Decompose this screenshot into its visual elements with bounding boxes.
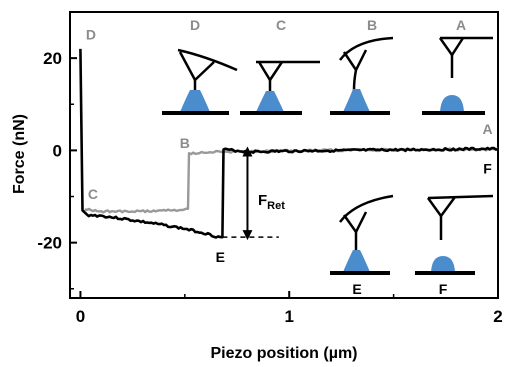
- curve-point-label-f: F: [483, 160, 492, 176]
- inset-cantilever-e: [330, 194, 394, 275]
- force-retract-label: FRet: [258, 192, 285, 212]
- inset-cantilever-d: [162, 48, 238, 115]
- series-line-approach: [84, 147, 499, 214]
- series-layer: [79, 48, 499, 239]
- annotation-layer: [222, 146, 279, 241]
- curve-point-label-e: E: [216, 249, 225, 265]
- x-tick-label: 0: [76, 307, 85, 326]
- y-axis-title: Force (nN): [11, 114, 28, 194]
- x-tick-label: 1: [284, 307, 293, 326]
- y-tick-label: -20: [37, 234, 62, 253]
- curve-point-label-a: A: [482, 121, 492, 137]
- inset-label-d: D: [190, 17, 200, 33]
- curve-point-label-d: D: [86, 27, 96, 43]
- x-tick-labels: 0 1 2: [76, 307, 503, 326]
- series-line-retract: [79, 48, 499, 239]
- inset-cantilever-c: [240, 60, 320, 115]
- y-tick-label: 20: [43, 49, 62, 68]
- x-axis-title: Piezo position (µm): [211, 345, 358, 362]
- inset-labels: D C B A E F: [190, 17, 466, 297]
- force-retract-label-sub: Ret: [267, 200, 285, 212]
- curve-point-label-b: B: [180, 135, 190, 151]
- curve-point-label-c: C: [88, 186, 98, 202]
- y-tick-labels: 20 0 -20: [37, 49, 62, 253]
- force-retract-label-main: F: [258, 192, 267, 209]
- inset-label-a: A: [456, 17, 466, 33]
- inset-cantilever-f: [415, 194, 494, 275]
- x-tick-label: 2: [493, 307, 502, 326]
- inset-label-e: E: [352, 281, 361, 297]
- point-label-layer: D C B A E F: [86, 27, 493, 265]
- inset-label-b: B: [367, 17, 377, 33]
- y-tick-label: 0: [53, 141, 62, 160]
- inset-illustrations: [162, 36, 494, 275]
- inset-cantilever-b: [330, 36, 394, 115]
- inset-label-c: C: [276, 17, 286, 33]
- inset-label-f: F: [439, 281, 448, 297]
- inset-cantilever-a: [422, 36, 493, 115]
- axis-ticks: [70, 11, 499, 298]
- plot-frame: [69, 11, 499, 299]
